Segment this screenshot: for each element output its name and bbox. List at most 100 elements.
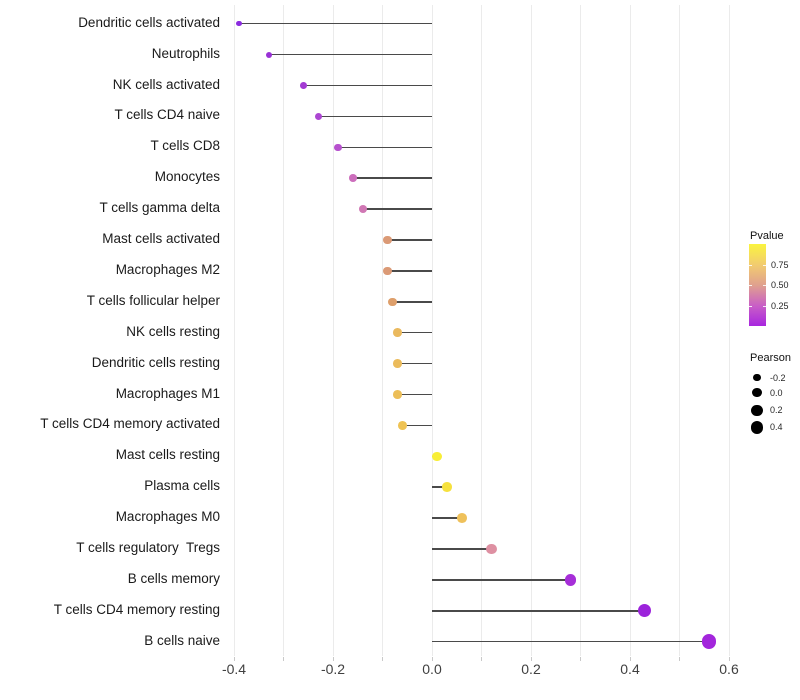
lollipop-dot [334, 143, 342, 151]
category-label: T cells follicular helper [86, 292, 220, 308]
size-legend-dot [751, 404, 763, 416]
category-label: T cells CD8 [150, 138, 220, 154]
x-axis-tick [679, 657, 680, 661]
lollipop-dot [638, 604, 652, 618]
lollipop-dot [397, 421, 407, 430]
size-legend-dot [752, 388, 762, 398]
colorbar-tick-mark [749, 305, 752, 307]
x-gridline [580, 5, 581, 656]
lollipop-dot [701, 634, 717, 649]
category-label: T cells CD4 memory activated [40, 416, 220, 432]
x-axis-tick [481, 657, 482, 661]
x-axis-tick [728, 657, 730, 661]
colorbar-tick-mark [749, 264, 752, 266]
lollipop-stem [432, 579, 571, 581]
lollipop-stem [352, 177, 432, 179]
lollipop-stem [397, 331, 432, 334]
x-gridline [530, 5, 532, 656]
lollipop-stem [432, 517, 462, 519]
x-gridline [233, 5, 235, 656]
category-label: Macrophages M0 [115, 509, 220, 525]
x-axis-tick-label: 0.6 [719, 661, 739, 677]
category-label: Dendritic cells activated [78, 14, 220, 30]
colorbar-tick-mark [749, 285, 752, 286]
lollipop-stem [432, 486, 447, 488]
x-gridline [481, 5, 482, 656]
lollipop-dot [314, 112, 322, 120]
lollipop-stem [268, 53, 432, 56]
lollipop-stem [432, 548, 492, 550]
category-label: B cells memory [127, 570, 220, 586]
x-gridline [679, 5, 680, 656]
lollipop-stem [387, 239, 432, 241]
x-axis-tick [283, 657, 284, 661]
x-axis-tick-label: 0.0 [422, 661, 442, 677]
lollipop-stem [318, 115, 432, 118]
category-label: Macrophages M2 [115, 261, 220, 277]
category-label: Monocytes [154, 169, 220, 185]
lollipop-stem [392, 301, 432, 303]
size-legend-label: -0.2 [770, 372, 786, 383]
category-label: NK cells activated [112, 76, 220, 92]
pvalue-legend-title: Pvalue [750, 230, 784, 242]
x-axis-tick [431, 657, 433, 661]
lollipop-dot [348, 174, 357, 183]
lollipop-stem [397, 393, 432, 396]
category-label: Mast cells activated [102, 231, 220, 246]
category-label: Neutrophils [151, 45, 220, 61]
x-axis-tick [382, 657, 383, 661]
x-axis-tick [332, 657, 334, 661]
x-axis-tick-label: 0.4 [620, 661, 640, 677]
colorbar-tick-mark [763, 285, 766, 286]
pearson-legend-title: Pearson [750, 352, 791, 364]
category-label: T cells CD4 naive [114, 107, 220, 123]
lollipop-stem [362, 208, 432, 210]
lollipop-dot [299, 82, 307, 89]
colorbar-tick-mark [763, 264, 766, 266]
category-label: Mast cells resting [115, 447, 220, 463]
x-gridline [283, 5, 284, 656]
category-label: T cells CD4 memory resting [53, 601, 220, 617]
x-gridline [382, 5, 383, 656]
x-gridline [728, 5, 730, 656]
lollipop-stem [387, 270, 432, 272]
lollipop-stem [303, 84, 432, 87]
lollipop-dot [393, 328, 402, 337]
x-axis-tick-label: -0.2 [320, 661, 346, 677]
size-legend-label: 0.2 [770, 405, 783, 416]
x-gridline [332, 5, 334, 656]
size-legend-dot [753, 374, 761, 382]
lollipop-dot [383, 235, 392, 245]
colorbar-tick-label: 0.25 [771, 300, 789, 311]
lollipop-dot [564, 573, 577, 586]
size-legend-label: 0.4 [770, 422, 783, 433]
lollipop-dot [388, 297, 397, 307]
category-label: T cells gamma delta [99, 200, 220, 216]
lollipop-dot [236, 20, 242, 27]
category-label: Macrophages M1 [115, 385, 220, 401]
category-label: NK cells resting [126, 323, 220, 339]
lollipop-dot [383, 266, 392, 276]
colorbar-tick-mark [763, 305, 766, 307]
lollipop-dot [393, 359, 402, 368]
lollipop-stem [402, 424, 432, 427]
colorbar-tick-label: 0.75 [771, 259, 789, 270]
x-gridline [431, 5, 433, 656]
lollipop-stem [432, 610, 645, 612]
lollipop-stem [397, 362, 432, 365]
x-axis-tick-label: 0.2 [521, 661, 541, 677]
pvalue-colorbar [749, 244, 766, 326]
x-axis-tick [580, 657, 581, 661]
lollipop-stem [337, 146, 432, 149]
size-legend-label: 0.0 [770, 387, 783, 398]
lollipop-dot [265, 51, 272, 58]
category-label: Dendritic cells resting [91, 354, 220, 370]
category-label: Plasma cells [144, 478, 220, 494]
x-axis-tick [629, 657, 631, 661]
x-axis-tick-label: -0.4 [221, 661, 247, 677]
x-axis-tick [233, 657, 235, 661]
category-label: B cells naive [144, 632, 220, 648]
lollipop-dot [358, 205, 367, 214]
category-label: T cells regulatory Tregs [76, 540, 220, 555]
